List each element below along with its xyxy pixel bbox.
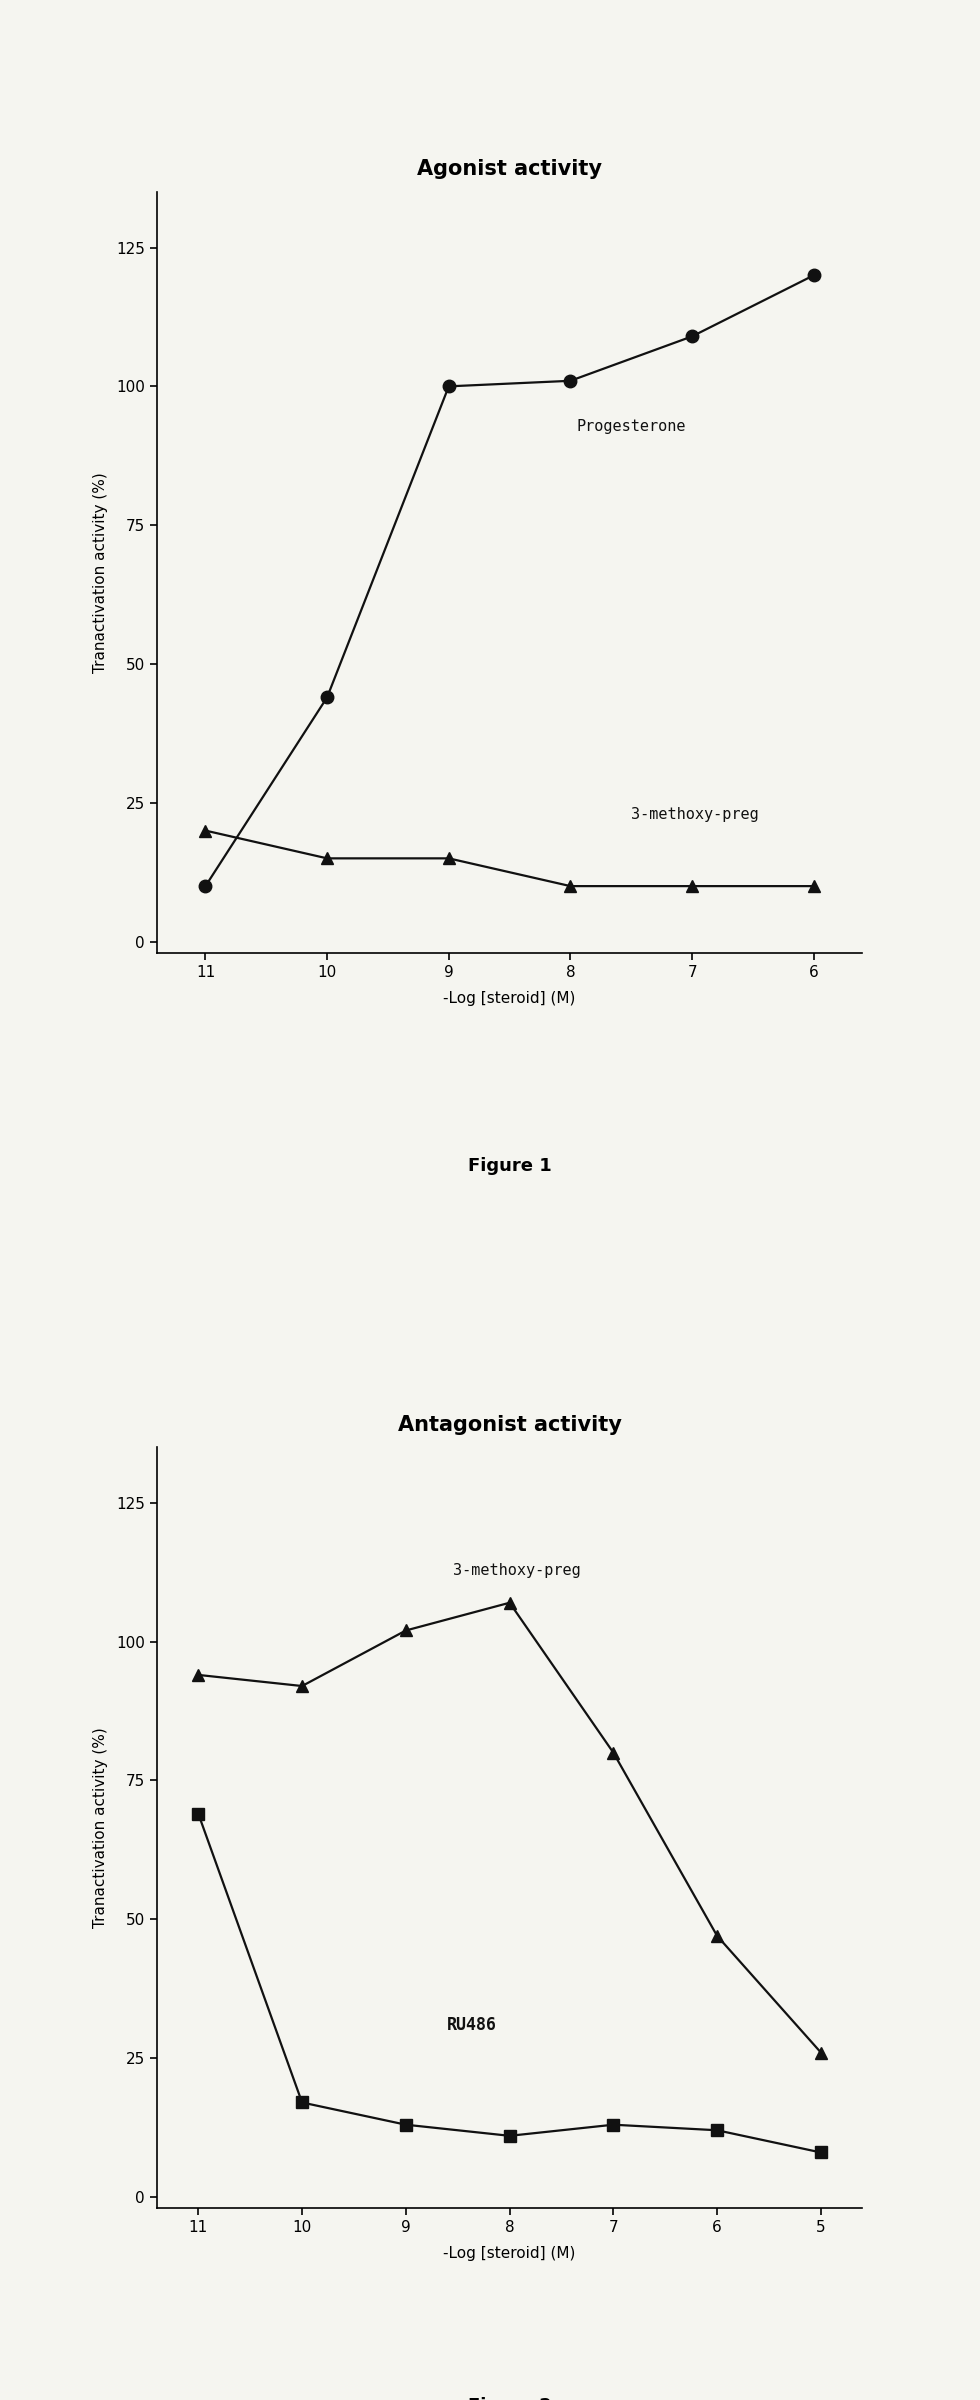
Y-axis label: Tranactivation activity (%): Tranactivation activity (%) [93, 473, 108, 672]
Text: 3-methoxy-preg: 3-methoxy-preg [631, 806, 759, 823]
Text: Figure 1: Figure 1 [467, 1157, 552, 1174]
Title: Agonist activity: Agonist activity [417, 158, 602, 180]
Title: Antagonist activity: Antagonist activity [398, 1414, 621, 1435]
Text: Figure 2: Figure 2 [467, 2398, 552, 2400]
X-axis label: -Log [steroid] (M): -Log [steroid] (M) [443, 991, 576, 1006]
Text: RU486: RU486 [447, 2016, 497, 2035]
X-axis label: -Log [steroid] (M): -Log [steroid] (M) [443, 2246, 576, 2261]
Y-axis label: Tranactivation activity (%): Tranactivation activity (%) [93, 1728, 108, 1927]
Text: 3-methoxy-preg: 3-methoxy-preg [453, 1562, 580, 1577]
Text: Progesterone: Progesterone [576, 418, 686, 434]
